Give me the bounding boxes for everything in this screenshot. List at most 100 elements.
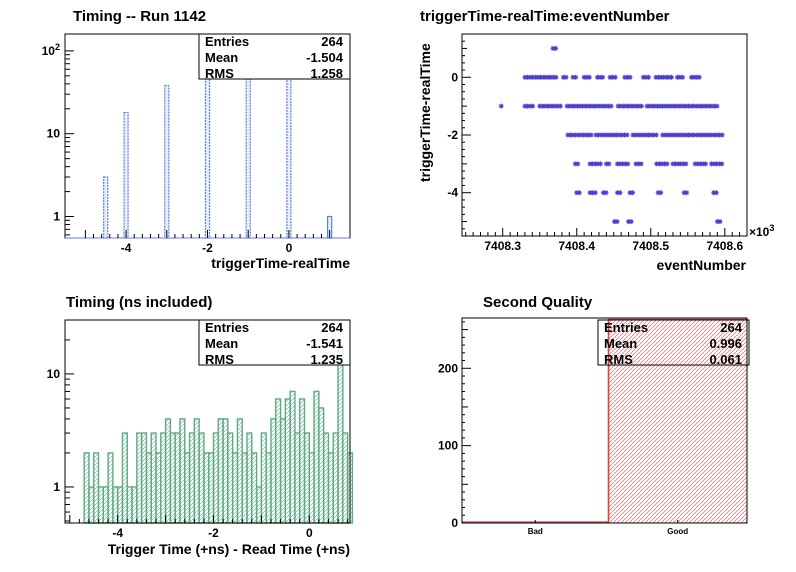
scatter-point [653, 132, 659, 138]
scatter-eventnumber-panel: triggerTime-realTime:eventNumber 7408.3 7… [417, 8, 774, 273]
scatter-point [696, 74, 702, 80]
scatter-point [706, 132, 712, 138]
scatter-point [617, 190, 623, 196]
scatter-point [666, 74, 672, 80]
scatter-point [630, 132, 636, 138]
scatter-point [525, 103, 531, 109]
histogram-bar [123, 111, 129, 239]
stats-box: Entries 264 Mean -1.504 RMS 1.258 [198, 33, 351, 81]
scatter-point [532, 74, 538, 80]
scatter-point [595, 103, 601, 109]
scatter-point [700, 161, 706, 167]
scatter-point [661, 161, 667, 167]
scatter-point [608, 103, 614, 109]
scatter-point [673, 132, 679, 138]
scatter-point [680, 103, 686, 109]
scatter-point [614, 219, 620, 225]
scatter-point [610, 74, 616, 80]
scatter-point [547, 103, 553, 109]
scatter-point [527, 74, 533, 80]
scatter-point [525, 74, 531, 80]
scatter-point [557, 103, 563, 109]
scatter-point [675, 161, 681, 167]
scatter-point [539, 103, 545, 109]
scatter-point [616, 132, 622, 138]
scatter-point [691, 74, 697, 80]
scatter-point [600, 103, 606, 109]
histogram-bars [83, 344, 354, 524]
scatter-point [684, 190, 690, 196]
scatter-points [498, 45, 725, 225]
scatter-point [545, 74, 551, 80]
scatter-point [640, 74, 646, 80]
axes: 7408.3 7408.4 7408.5 7408.6 0 -2 -4 [447, 33, 743, 253]
scatter-point [597, 161, 603, 167]
scatter-point [631, 103, 637, 109]
histogram-bar [164, 85, 170, 239]
scatter-point [670, 161, 676, 167]
scatter-point [678, 103, 684, 109]
scatter-point [611, 219, 617, 225]
x-tick-label: 7408.6 [706, 239, 743, 253]
x-tick-label: 7408.5 [632, 239, 669, 253]
scatter-point [627, 190, 633, 196]
scatter-point [703, 161, 709, 167]
scatter-point [708, 161, 714, 167]
scatter-point [643, 132, 649, 138]
y-tick-label: 0 [451, 70, 458, 84]
scatter-point [587, 190, 593, 196]
scatter-point [714, 132, 720, 138]
stats-entries-label: Entries [205, 320, 249, 335]
scatter-point [660, 103, 666, 109]
y-tick-label: 100 [438, 439, 458, 453]
scatter-point [592, 161, 598, 167]
plot-frame [461, 317, 748, 524]
scatter-point [659, 161, 665, 167]
scatter-point [701, 132, 707, 138]
x-category-label: Good [667, 527, 688, 536]
stats-entries-label: Entries [604, 320, 648, 335]
histogram-fill [608, 319, 747, 523]
scatter-point [686, 103, 692, 109]
scatter-point [606, 103, 612, 109]
scatter-point [573, 132, 579, 138]
scatter-point [701, 103, 707, 109]
scatter-point [675, 132, 681, 138]
chart-title: Timing (ns included) [66, 294, 212, 311]
scatter-point [688, 74, 694, 80]
scatter-point [709, 132, 715, 138]
x-tick-label: -2 [208, 526, 219, 540]
scatter-point [600, 74, 606, 80]
scatter-point [574, 190, 580, 196]
axes: -4 -2 0 1 10 [47, 319, 349, 540]
scatter-point [652, 103, 658, 109]
scatter-point [597, 74, 603, 80]
scatter-point [592, 190, 598, 196]
scatter-point [607, 74, 613, 80]
scatter-point [606, 132, 612, 138]
stats-entries-label: Entries [205, 34, 249, 49]
x-tick-label: -4 [121, 241, 132, 255]
scatter-point [625, 161, 631, 167]
scatter-point [587, 103, 593, 109]
scatter-point [709, 103, 715, 109]
histogram-bar [245, 54, 251, 239]
scatter-point [686, 132, 692, 138]
x-tick-label: 0 [286, 241, 293, 255]
scatter-point [577, 103, 583, 109]
scatter-point [530, 74, 536, 80]
stats-mean-label: Mean [205, 50, 238, 65]
y-tick-label: 10 [47, 367, 61, 381]
scatter-point [569, 103, 575, 109]
scatter-point [585, 103, 591, 109]
scatter-point [646, 132, 652, 138]
scatter-point [680, 132, 686, 138]
stats-box: Entries 264 Mean -1.541 RMS 1.235 [198, 319, 351, 367]
scatter-point [630, 190, 636, 196]
scatter-point [691, 132, 697, 138]
x-tick-label: -2 [202, 241, 213, 255]
scatter-point [696, 132, 702, 138]
scatter-point [624, 74, 630, 80]
scatter-point [548, 74, 554, 80]
scatter-point [600, 190, 606, 196]
